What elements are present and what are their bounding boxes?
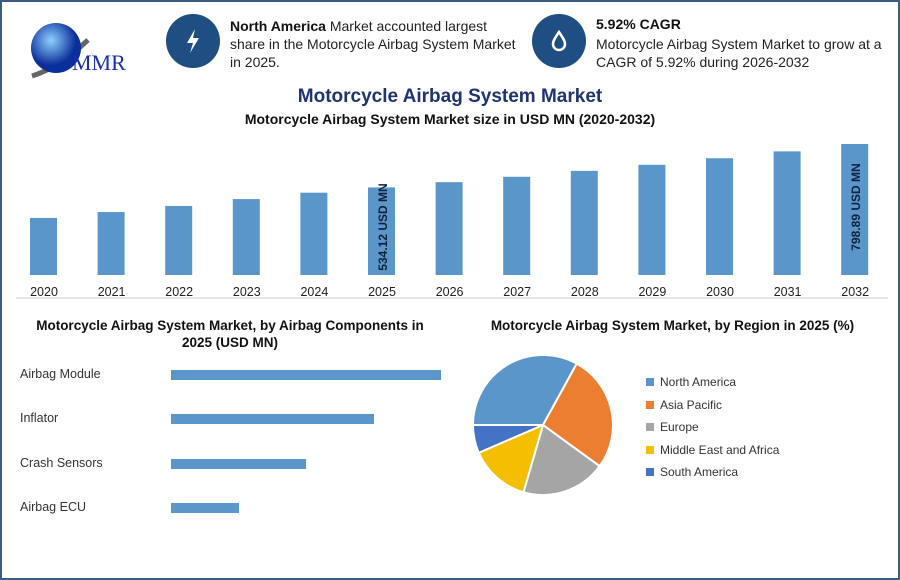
bar-2024	[300, 192, 328, 275]
bar-chart: 2020 2021 2022 2023 2024 2025 534.12 USD MN 202…	[16, 144, 888, 299]
x-tick-label: 2029	[638, 285, 666, 299]
x-tick-label: 2026	[436, 285, 464, 299]
bar-2032	[841, 144, 869, 275]
legend-item: South America	[646, 461, 779, 484]
component-label: Airbag Module	[20, 367, 101, 381]
legend-swatch	[646, 423, 654, 432]
pie-slice-north-america	[471, 354, 579, 426]
bar-2029	[638, 164, 666, 275]
info-north-america: North America Market accounted largest s…	[230, 18, 516, 70]
x-tick-label: 2032	[841, 285, 869, 299]
bar-chart-title: Motorcycle Airbag System Market size in …	[244, 111, 656, 127]
x-tick-label: 2031	[774, 285, 802, 299]
component-bar-crash-sensors	[171, 458, 306, 469]
legend-swatch	[646, 445, 654, 454]
bar-2030	[706, 158, 733, 275]
data-label: 534.12 USD MN	[376, 183, 390, 270]
lightning-icon	[166, 14, 220, 68]
legend-item: Europe	[646, 416, 779, 439]
legend-label: Middle East and Africa	[660, 442, 780, 457]
legend-swatch	[646, 400, 654, 409]
x-tick-label: 2020	[30, 285, 58, 299]
drop-icon	[532, 14, 586, 68]
x-tick-label: 2030	[706, 285, 734, 299]
legend-label: South America	[660, 465, 739, 480]
pie-slice-asia-pacific	[541, 362, 614, 468]
bar-2021	[97, 212, 125, 275]
bar-2027	[503, 176, 531, 275]
bar-2031	[773, 151, 801, 275]
component-bar-airbag-ecu	[171, 502, 239, 513]
svg-text:MMR: MMR	[72, 50, 126, 75]
legend-item: Asia Pacific	[646, 394, 779, 417]
info-cagr: 5.92% CAGR Motorcycle Airbag System Marke…	[596, 16, 882, 70]
data-label: 798.89 USD MN	[849, 163, 863, 250]
bar-2022	[165, 205, 193, 275]
page-title: Motorcycle Airbag System Market	[297, 86, 603, 107]
mmr-logo: MMR	[28, 18, 138, 80]
x-tick-label: 2022	[165, 285, 193, 299]
bar-2023	[232, 199, 260, 275]
component-label: Airbag ECU	[20, 499, 86, 514]
component-label: Inflator	[20, 411, 59, 426]
component-label: Crash Sensors	[20, 455, 103, 470]
legend-swatch	[646, 378, 654, 387]
component-bar-inflator	[171, 414, 374, 425]
pie-slice-middle-east-and-africa	[477, 423, 545, 494]
x-tick-label: 2024	[300, 285, 328, 299]
legend-item: Middle East and Africa	[646, 439, 779, 462]
region-pie-chart	[471, 354, 614, 496]
legend-swatch	[646, 468, 654, 477]
x-tick-label: 2027	[503, 285, 531, 299]
x-tick-label: 2025	[368, 285, 396, 299]
bar-2026	[435, 182, 463, 275]
legend-item: North America	[646, 371, 779, 394]
x-tick-label: 2023	[233, 285, 261, 299]
pie-legend: North America Asia Pacific Europe Middle Ea…	[646, 371, 779, 484]
pie-slice-south-america	[471, 424, 544, 455]
components-chart-title: Motorcycle Airbag System Market, by Airb…	[36, 318, 424, 350]
legend-label: Asia Pacific	[660, 397, 723, 412]
pie-slice-europe	[522, 423, 602, 496]
bar-2025	[368, 187, 395, 275]
legend-label: Europe	[660, 420, 699, 435]
component-bar-airbag-module	[171, 370, 441, 380]
x-tick-label: 2028	[571, 285, 599, 299]
x-tick-label: 2021	[98, 285, 126, 299]
legend-label: North America	[660, 375, 737, 390]
region-chart-title: Motorcycle Airbag System Market, by Regi…	[490, 318, 855, 333]
bar-2028	[570, 170, 598, 275]
bar-2020	[30, 217, 57, 275]
